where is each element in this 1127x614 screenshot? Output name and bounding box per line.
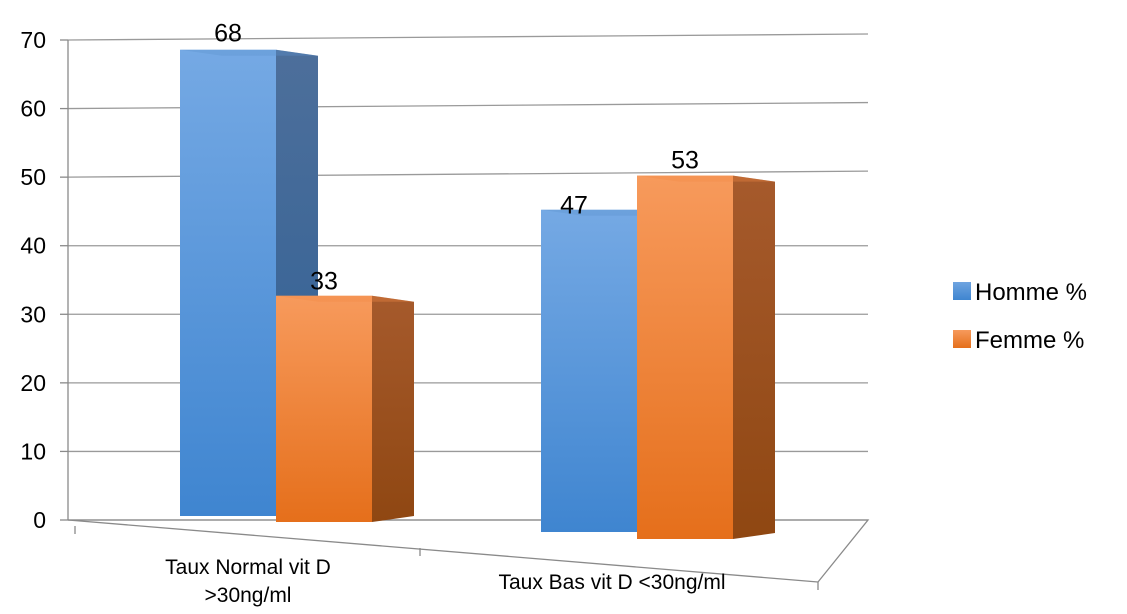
legend-swatch [953, 282, 971, 300]
y-tick-label: 60 [20, 96, 46, 122]
bar-side [372, 295, 414, 522]
bar-top [637, 175, 775, 182]
y-tick-label: 50 [20, 164, 46, 190]
bar [637, 175, 733, 540]
y-tick-label: 0 [33, 507, 46, 533]
bars [180, 49, 775, 540]
data-label: 47 [560, 192, 588, 220]
bar [541, 209, 637, 532]
data-label: 33 [310, 268, 338, 296]
legend-label: Femme % [975, 327, 1084, 354]
x-tick-label: Taux Normal vit D >30ng/ml [165, 556, 331, 607]
legend: Homme % Femme % [953, 279, 1087, 354]
y-tick-label: 70 [20, 27, 46, 53]
x-tick-label: Taux Bas vit D <30ng/ml [498, 571, 725, 594]
data-label: 53 [671, 147, 699, 175]
y-tick-label: 40 [20, 233, 46, 259]
labels: 0 10 20 30 40 50 60 70 68 47 33 53 Taux Normal vit D… [20, 20, 725, 607]
bar-top [276, 295, 414, 302]
gridline [67, 33, 869, 41]
bar [276, 295, 372, 522]
legend-label: Homme % [975, 279, 1087, 306]
bar-top [180, 49, 318, 56]
bar [180, 49, 276, 516]
data-label: 68 [214, 20, 242, 48]
axes [60, 39, 870, 590]
x-axis-line [67, 519, 819, 583]
y-tick-label: 10 [20, 438, 46, 464]
legend-swatch [953, 330, 971, 348]
bar-side [733, 175, 775, 540]
y-tick-label: 30 [20, 301, 46, 327]
y-tick-label: 20 [20, 370, 46, 396]
